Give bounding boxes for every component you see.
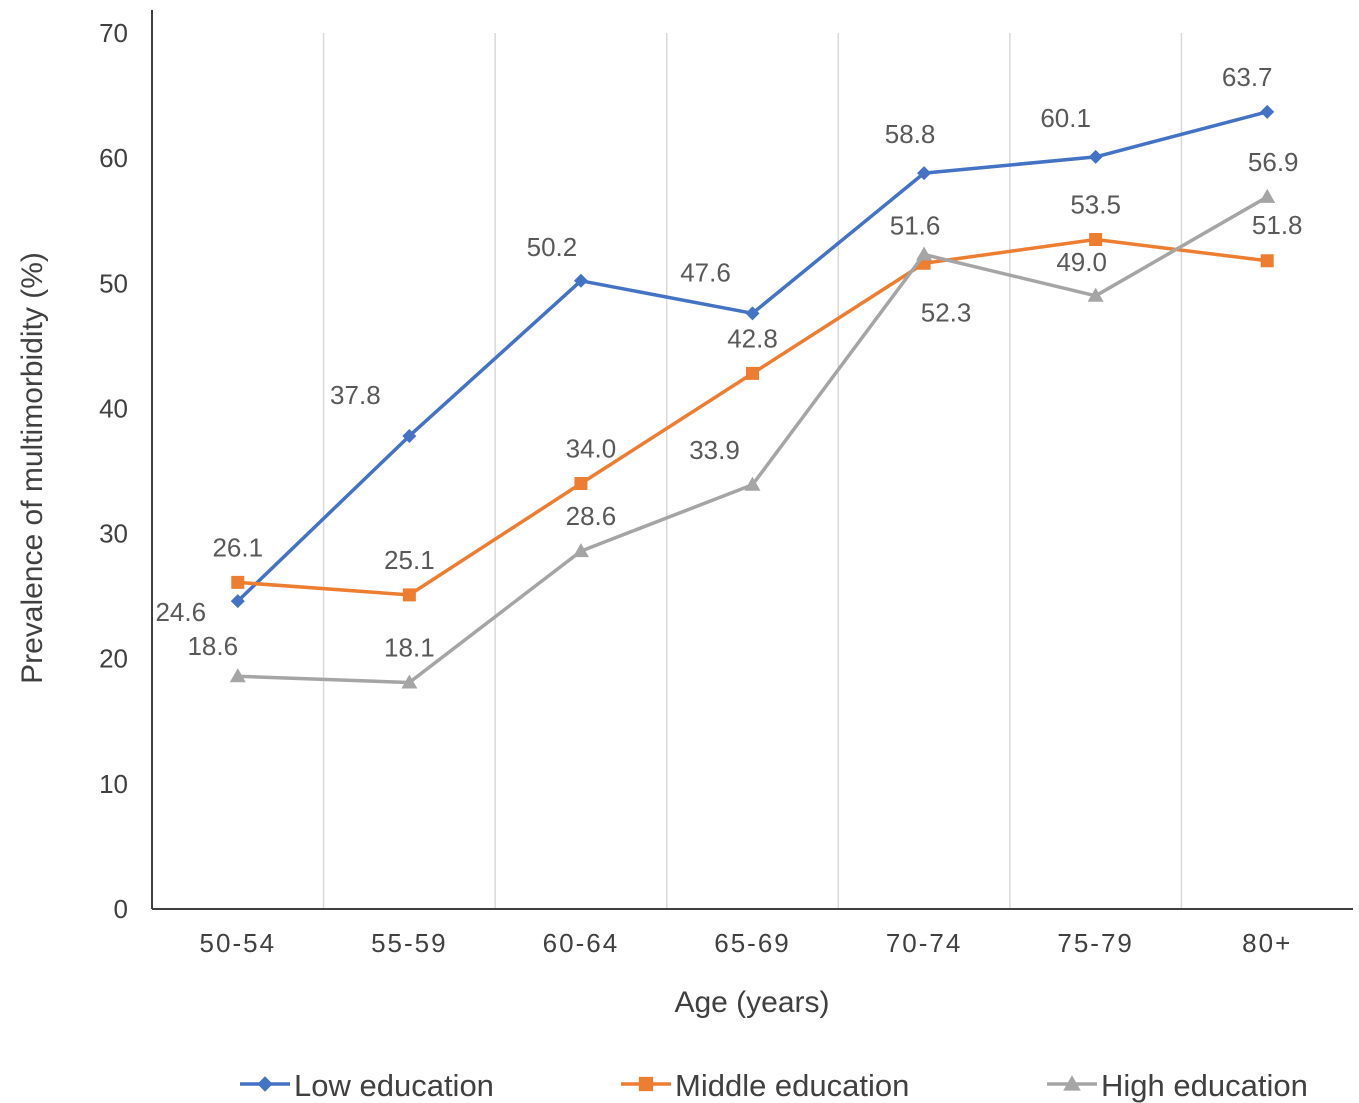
- y-tick-label: 30: [99, 519, 128, 549]
- data-point: [916, 246, 933, 261]
- data-label: 28.6: [566, 501, 617, 531]
- data-point: [1088, 149, 1103, 164]
- legend: Low education Middle education High educat…: [240, 1068, 1308, 1103]
- data-label: 58.8: [885, 119, 936, 149]
- data-point: [229, 668, 246, 683]
- data-point: [402, 428, 417, 443]
- data-point: [401, 674, 418, 689]
- data-point: [402, 588, 416, 602]
- legend-item: Middle education: [621, 1068, 909, 1103]
- grid: [322, 33, 1183, 909]
- y-tick-label: 60: [99, 143, 128, 173]
- data-label: 49.0: [1056, 247, 1107, 277]
- data-label: 25.1: [384, 545, 435, 575]
- data-label: 37.8: [330, 380, 381, 410]
- y-tick-label: 50: [99, 268, 128, 298]
- data-label: 18.1: [384, 632, 435, 662]
- data-label: 18.6: [187, 631, 238, 661]
- data-point: [917, 166, 932, 181]
- legend-label: Low education: [294, 1068, 494, 1103]
- data-label: 52.3: [921, 298, 972, 328]
- data-labels: 24.6 37.8 50.2 47.6 58.8 60.1 63.7 26.1 25.1 34.0…: [155, 62, 1302, 663]
- legend-marker: [1063, 1075, 1081, 1091]
- data-point: [745, 306, 760, 321]
- axes: 0 10 20 30 40 50 60 70 50-54 55-59 60-64 65-69 70-74…: [99, 10, 1353, 958]
- series: [229, 104, 1276, 689]
- y-tick-label: 40: [99, 393, 128, 423]
- x-tick-label: 65-69: [714, 928, 791, 958]
- data-label: 26.1: [212, 532, 263, 562]
- x-tick-label: 60-64: [543, 928, 620, 958]
- series-line: [237, 237, 1268, 597]
- legend-item: Low education: [240, 1068, 494, 1103]
- legend-label: Middle education: [675, 1068, 909, 1103]
- data-point: [230, 594, 245, 609]
- series-line: [236, 110, 1268, 603]
- data-point: [572, 543, 589, 558]
- data-label: 51.8: [1252, 210, 1303, 240]
- data-label: 24.6: [155, 597, 206, 627]
- x-tick-label: 55-59: [371, 928, 448, 958]
- data-label: 33.9: [689, 435, 740, 465]
- y-tick-label: 70: [99, 18, 128, 48]
- data-label: 56.9: [1248, 147, 1299, 177]
- legend-item: High education: [1047, 1068, 1308, 1103]
- x-tick-label: 75-79: [1057, 928, 1134, 958]
- data-label: 53.5: [1070, 189, 1121, 219]
- y-tick-label: 20: [99, 644, 128, 674]
- x-tick-label: 80+: [1242, 928, 1292, 958]
- data-point: [1260, 254, 1274, 268]
- data-point: [573, 273, 588, 288]
- legend-marker: [257, 1076, 273, 1092]
- data-point: [574, 477, 588, 491]
- data-label: 34.0: [566, 434, 617, 464]
- legend-marker: [638, 1076, 654, 1092]
- y-tick-label: 0: [114, 894, 128, 924]
- data-label: 47.6: [680, 257, 731, 287]
- x-tick-label: 70-74: [886, 928, 963, 958]
- legend-label: High education: [1101, 1068, 1308, 1103]
- data-label: 63.7: [1222, 62, 1273, 92]
- y-axis-title: Prevalence of multimorbidity (%): [16, 252, 49, 684]
- data-label: 60.1: [1040, 103, 1091, 133]
- data-label: 42.8: [727, 323, 778, 353]
- data-point: [746, 366, 759, 380]
- data-point: [231, 575, 245, 589]
- data-point: [1087, 287, 1104, 302]
- data-point: [744, 476, 761, 491]
- x-tick-label: 50-54: [200, 928, 277, 958]
- data-label: 51.6: [890, 210, 941, 240]
- data-label: 50.2: [527, 232, 578, 262]
- data-point: [1259, 188, 1276, 203]
- data-point: [1260, 104, 1275, 119]
- y-tick-label: 10: [99, 769, 128, 799]
- x-axis-title: Age (years): [674, 986, 829, 1019]
- series-line: [237, 195, 1269, 685]
- data-point: [1089, 232, 1103, 246]
